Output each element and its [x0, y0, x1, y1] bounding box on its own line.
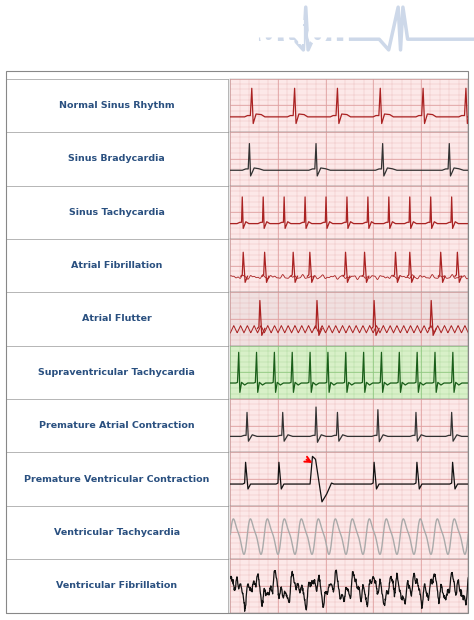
Text: Sinus Bradycardia: Sinus Bradycardia — [68, 154, 165, 163]
Text: Atrial Flutter: Atrial Flutter — [82, 314, 152, 324]
Text: Premature Ventricular Contraction: Premature Ventricular Contraction — [24, 474, 210, 484]
Text: Sinus Tachycardia: Sinus Tachycardia — [69, 208, 164, 217]
Text: Ventricular Tachycardia: Ventricular Tachycardia — [54, 528, 180, 537]
Text: Premature Atrial Contraction: Premature Atrial Contraction — [39, 421, 194, 430]
Text: Supraventricular Tachycardia: Supraventricular Tachycardia — [38, 368, 195, 377]
Text: EKG Interpretation: EKG Interpretation — [12, 20, 351, 51]
Text: Atrial Fibrillation: Atrial Fibrillation — [71, 261, 162, 270]
Text: Normal Sinus Rhythm: Normal Sinus Rhythm — [59, 101, 174, 110]
Text: Ventricular Fibrillation: Ventricular Fibrillation — [56, 582, 177, 590]
